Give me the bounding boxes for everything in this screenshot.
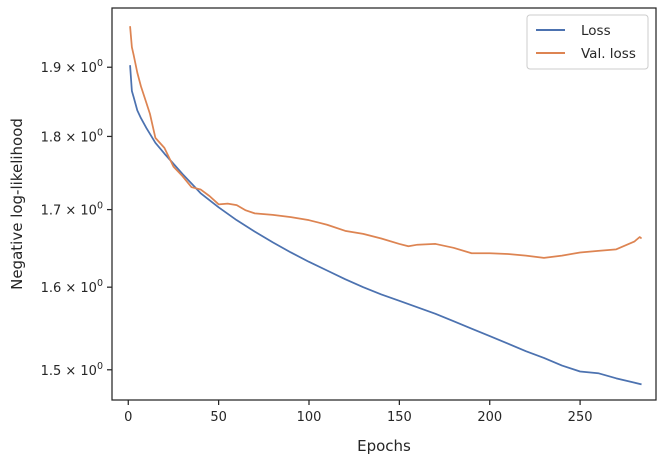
x-tick-label: 100 bbox=[297, 410, 322, 425]
series-layer bbox=[129, 26, 643, 386]
x-tick-label: 150 bbox=[387, 410, 412, 425]
plot-frame bbox=[111, 7, 657, 401]
series-line-loss bbox=[129, 65, 642, 386]
y-tick-label: 1.5 × 100 bbox=[41, 361, 103, 379]
x-tick-label: 250 bbox=[568, 410, 593, 425]
y-tick-label: 1.6 × 100 bbox=[41, 278, 103, 296]
y-tick-label: 1.7 × 100 bbox=[41, 201, 103, 219]
legend-label-val-loss: Val. loss bbox=[581, 46, 636, 62]
x-tick-label: 200 bbox=[477, 410, 502, 425]
series-line-val-loss bbox=[129, 26, 643, 259]
x-axis-ticks: 0 50 100 150 200 250 bbox=[124, 400, 593, 425]
y-tick-label: 1.9 × 100 bbox=[41, 58, 103, 76]
x-tick-label: 0 bbox=[124, 410, 132, 425]
y-tick-label: 1.8 × 100 bbox=[41, 127, 103, 145]
y-axis-ticks: 1.5 × 100 1.6 × 100 1.7 × 100 1.8 × 100 1.9 … bbox=[41, 58, 112, 379]
legend: Loss Val. loss bbox=[526, 14, 649, 70]
legend-frame bbox=[526, 14, 649, 70]
x-axis-label: Epochs bbox=[357, 437, 411, 455]
y-axis-label: Negative log-likelihood bbox=[8, 118, 26, 290]
x-tick-label: 50 bbox=[210, 410, 227, 425]
legend-label-loss: Loss bbox=[581, 23, 611, 39]
